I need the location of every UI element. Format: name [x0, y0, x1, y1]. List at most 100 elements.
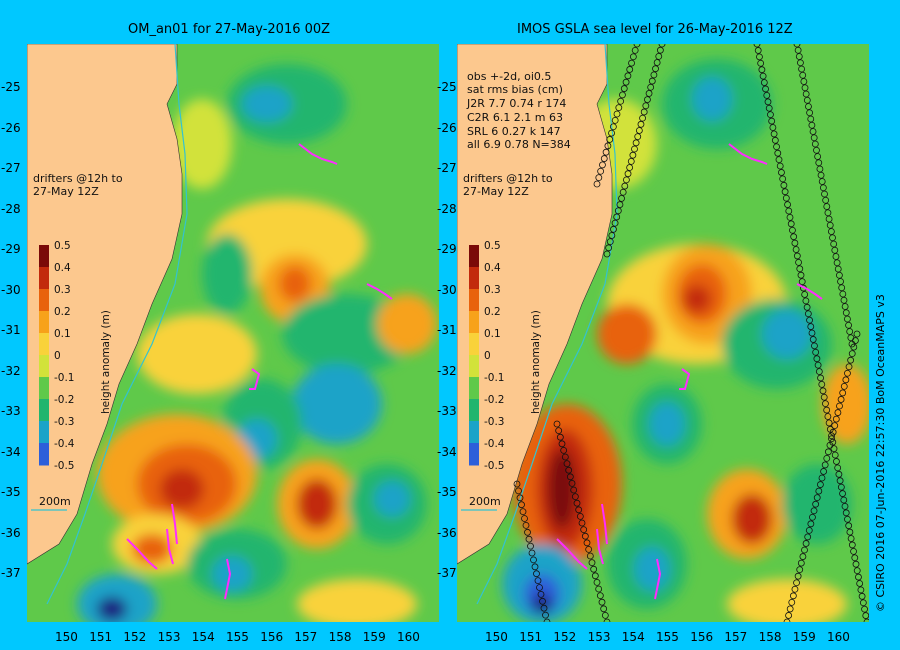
- altimeter-observation-marker: [821, 190, 828, 198]
- altimeter-observation-marker: [810, 134, 818, 142]
- altimeter-observation-marker: [817, 374, 824, 382]
- altimeter-observation-marker: [773, 143, 780, 151]
- altimeter-observation-marker: [658, 44, 666, 48]
- altimeter-observation-marker: [533, 570, 540, 578]
- altimeter-observation-marker: [837, 396, 845, 403]
- colorbar-tick-label: 0.2: [54, 306, 71, 318]
- altimeter-observation-marker: [822, 400, 829, 408]
- altimeter-observation-marker: [623, 176, 630, 184]
- altimeter-observation-marker: [823, 203, 831, 210]
- altimeter-observation-marker: [817, 481, 824, 488]
- altimeter-observation-marker: [608, 232, 616, 239]
- altimeter-observation-marker: [846, 528, 854, 536]
- altimeter-observation-marker: [863, 618, 869, 622]
- colorbar-tick-label: 0.3: [484, 284, 501, 296]
- colorbar-tick-label: 0.4: [484, 262, 501, 274]
- axis-tick-label: 152: [553, 630, 577, 644]
- altimeter-observation-marker: [771, 136, 779, 144]
- altimeter-observation-marker: [619, 188, 627, 196]
- altimeter-observation-marker: [774, 149, 782, 157]
- colorbar-tick-label: 0.5: [54, 240, 71, 252]
- colorbar-tick-label: 0.3: [54, 284, 71, 296]
- drifter-tracks: [126, 143, 393, 600]
- axis-tick-label: 157: [294, 630, 318, 644]
- altimeter-observation-marker: [648, 77, 656, 85]
- altimeter-observation-marker: [812, 348, 820, 356]
- stats-line-3: C2R 6.1 2.1 m 63: [467, 111, 563, 124]
- altimeter-observation-marker: [840, 296, 848, 304]
- altimeter-observation-marker: [852, 560, 860, 568]
- altimeter-observation-marker: [650, 71, 658, 79]
- colorbar-segment: [39, 421, 49, 444]
- altimeter-observation-marker: [850, 343, 858, 351]
- altimeter-observation-marker: [806, 316, 813, 324]
- altimeter-observation-marker: [781, 188, 789, 196]
- altimeter-observation-marker: [844, 315, 851, 323]
- altimeter-observation-marker: [760, 79, 768, 86]
- altimeter-observation-marker: [835, 271, 843, 279]
- altimeter-observation-marker: [817, 171, 825, 179]
- drifter-note-line2: 27-May 12Z: [463, 185, 529, 198]
- altimeter-observation-marker: [581, 532, 589, 540]
- altimeter-observation-marker: [596, 592, 604, 599]
- altimeter-observation-marker: [831, 422, 839, 430]
- credit-text: © CSIRO 2016 07-Jun-2016 22:57:30 BoM Oc…: [874, 294, 887, 612]
- altimeter-observation-marker: [803, 303, 811, 311]
- altimeter-observation-marker: [804, 310, 812, 318]
- altimeter-observation-marker: [631, 145, 638, 153]
- colorbar-segment: [469, 333, 479, 356]
- altimeter-observation-marker: [827, 228, 835, 235]
- altimeter-observation-marker: [553, 420, 561, 428]
- altimeter-observation-marker: [813, 355, 821, 363]
- altimeter-observation-marker: [626, 66, 634, 73]
- left-panel-title: OM_an01 for 27-May-2016 00Z: [128, 22, 331, 37]
- altimeter-observation-marker: [601, 612, 609, 619]
- colorbar-segment: [39, 355, 49, 378]
- axis-tick-label: 151: [89, 630, 113, 644]
- colorbar-segment: [469, 245, 479, 268]
- altimeter-observation-marker: [829, 234, 836, 242]
- altimeter-observation-marker: [585, 545, 593, 553]
- axis-tick-label: 159: [792, 630, 816, 644]
- altimeter-observation-marker: [763, 91, 771, 99]
- altimeter-observation-marker: [531, 563, 539, 571]
- altimeter-observation-marker: [639, 114, 646, 122]
- altimeter-observation-marker: [608, 129, 615, 137]
- altimeter-observation-marker: [790, 233, 798, 241]
- altimeter-observation-marker: [629, 53, 637, 61]
- colorbar-tick-label: 0.1: [54, 328, 71, 340]
- altimeter-observation-marker: [836, 402, 843, 410]
- drifter-text-left: drifters @12h to 27-May 12Z 200m: [33, 172, 123, 508]
- altimeter-observation-marker: [788, 598, 796, 606]
- altimeter-observation-marker: [799, 553, 807, 560]
- axis-tick-label: -25: [1, 80, 21, 94]
- altimeter-observation-marker: [624, 170, 632, 178]
- altimeter-observation-marker: [832, 415, 840, 423]
- altimeter-observation-marker: [847, 535, 855, 542]
- isobath-200m-line: [46, 44, 188, 605]
- altimeter-observation-marker: [852, 337, 859, 344]
- stats-line-0: obs +-2d, oi0.5: [467, 70, 551, 83]
- altimeter-observation-marker: [807, 115, 815, 123]
- axis-tick-label: 155: [226, 630, 249, 644]
- altimeter-observation-marker: [619, 91, 626, 99]
- altimeter-observation-marker: [837, 278, 844, 285]
- altimeter-observation-marker: [522, 521, 530, 529]
- altimeter-observation-marker: [829, 428, 837, 436]
- altimeter-observation-marker: [839, 290, 847, 298]
- altimeter-observation-marker: [802, 540, 810, 547]
- right-panel-title: IMOS GSLA sea level for 26-May-2016 12Z: [517, 22, 793, 37]
- altimeter-observation-marker: [604, 142, 612, 150]
- altimeter-observation-marker: [846, 328, 854, 335]
- altimeter-observation-marker: [857, 586, 865, 594]
- altimeter-observation-marker: [560, 446, 568, 454]
- altimeter-observation-marker: [789, 226, 796, 234]
- altimeter-observation-marker: [575, 506, 583, 514]
- altimeter-observation-marker: [600, 605, 608, 613]
- altimeter-observation-marker: [644, 96, 651, 103]
- altimeter-observation-marker: [835, 470, 843, 478]
- altimeter-observation-marker: [841, 303, 849, 310]
- colorbar-right: 0.5 0.4 0.3 0.2 0.1 0 -0.1 -0.2 -0.3 -0.4 -0.5: [469, 240, 505, 472]
- stats-block: obs +-2d, oi0.5 sat rms bias (cm) J2R 7.…: [466, 70, 571, 151]
- altimeter-observation-marker: [534, 577, 542, 584]
